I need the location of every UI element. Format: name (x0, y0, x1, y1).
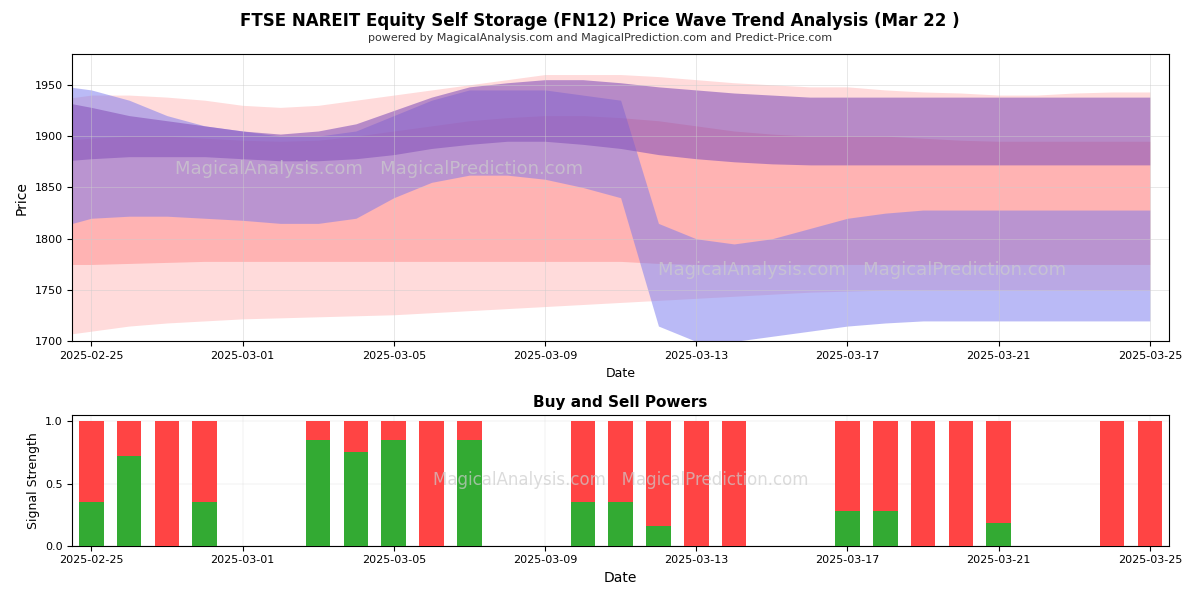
Bar (570, 421, 595, 502)
Bar (911, 421, 935, 546)
Text: MagicalAnalysis.com   MagicalPrediction.com: MagicalAnalysis.com MagicalPrediction.co… (658, 260, 1066, 278)
Bar (835, 421, 859, 511)
Bar (79, 421, 103, 502)
Bar (343, 452, 368, 546)
Y-axis label: Price: Price (16, 181, 29, 215)
Text: FTSE NAREIT Equity Self Storage (FN12) Price Wave Trend Analysis (Mar 22 ): FTSE NAREIT Equity Self Storage (FN12) P… (240, 12, 960, 30)
Bar (155, 421, 179, 546)
Bar (116, 456, 142, 546)
Bar (721, 421, 746, 546)
Text: powered by MagicalAnalysis.com and MagicalPrediction.com and Predict-Price.com: powered by MagicalAnalysis.com and Magic… (368, 33, 832, 43)
Bar (116, 421, 142, 456)
Bar (192, 421, 217, 502)
Bar (306, 440, 330, 546)
Bar (79, 502, 103, 546)
Bar (646, 421, 671, 526)
Bar (343, 421, 368, 452)
Bar (1138, 421, 1163, 546)
Bar (646, 526, 671, 546)
Bar (1100, 421, 1124, 546)
Bar (986, 421, 1010, 523)
Bar (872, 511, 898, 546)
Bar (382, 440, 406, 546)
Bar (608, 502, 632, 546)
Bar (419, 421, 444, 546)
Bar (457, 421, 481, 440)
Bar (192, 502, 217, 546)
Text: MagicalAnalysis.com   MagicalPrediction.com: MagicalAnalysis.com MagicalPrediction.co… (433, 472, 809, 490)
X-axis label: Date: Date (604, 571, 637, 585)
Bar (457, 440, 481, 546)
Y-axis label: Signal Strength: Signal Strength (26, 432, 40, 529)
Text: MagicalAnalysis.com   MagicalPrediction.com: MagicalAnalysis.com MagicalPrediction.co… (175, 160, 583, 178)
Bar (872, 421, 898, 511)
Bar (306, 421, 330, 440)
Title: Buy and Sell Powers: Buy and Sell Powers (534, 395, 708, 410)
Bar (608, 421, 632, 502)
Bar (684, 421, 708, 546)
Bar (570, 502, 595, 546)
Bar (949, 421, 973, 546)
X-axis label: Date: Date (606, 367, 636, 380)
Bar (835, 511, 859, 546)
Bar (986, 523, 1010, 546)
Bar (382, 421, 406, 440)
